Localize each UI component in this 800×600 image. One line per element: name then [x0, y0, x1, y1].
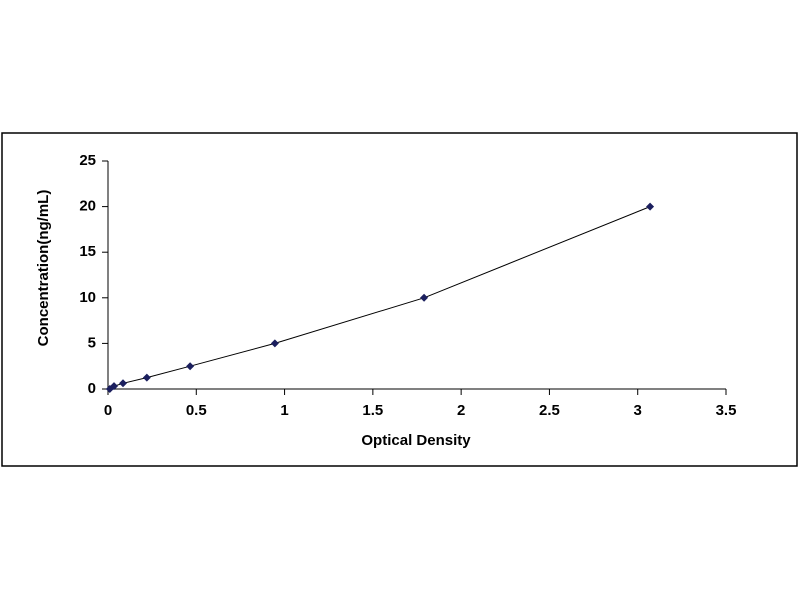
data-point	[420, 293, 429, 302]
data-point	[270, 339, 279, 348]
y-tick-label: 25	[79, 152, 96, 169]
x-tick-label: 2	[457, 402, 465, 419]
y-tick-label: 5	[88, 334, 96, 351]
y-axis-title: Concentration(ng/mL)	[35, 190, 52, 347]
data-point	[119, 379, 128, 388]
y-tick-label: 10	[79, 289, 96, 306]
x-tick-label: 3.5	[716, 402, 737, 419]
y-tick-label: 20	[79, 198, 96, 215]
data-point	[142, 373, 151, 382]
data-point	[646, 202, 655, 211]
chart-frame	[1, 132, 798, 467]
y-tick-label: 0	[88, 380, 96, 397]
x-tick-label: 1	[280, 402, 288, 419]
x-tick-label: 3	[634, 402, 642, 419]
x-tick-label: 0	[104, 402, 112, 419]
x-tick-label: 2.5	[539, 402, 560, 419]
data-point	[186, 362, 195, 371]
data-point	[110, 382, 119, 391]
x-tick-label: 0.5	[186, 402, 207, 419]
y-tick-label: 15	[79, 243, 96, 260]
x-tick-label: 1.5	[362, 402, 383, 419]
x-axis-title: Optical Density	[361, 432, 471, 449]
